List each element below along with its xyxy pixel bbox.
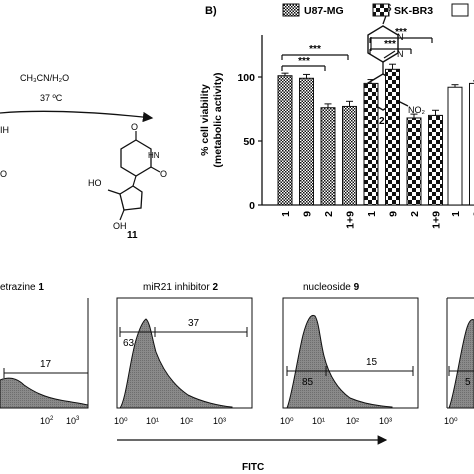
compound-2-label: 2 [379, 116, 385, 127]
x-tick-label-1: 1 [450, 211, 462, 217]
bar-group3-1 [447, 86, 463, 206]
histogram-1 [0, 377, 89, 409]
chart-legend: U87-MG SK-BR3 [282, 3, 469, 17]
o-fragment: O [0, 169, 7, 179]
tick-label-3c: 10² [346, 416, 359, 426]
flow-title-1: etrazine 1 [0, 282, 44, 293]
legend-swatch-skbr3 [372, 3, 390, 17]
y-tick-label-50: 50 [243, 136, 255, 148]
histogram-4 [448, 319, 474, 409]
carbonyl-o-bottom: O [160, 169, 167, 179]
y-axis-label-line2: (metabolic activity) [212, 72, 224, 167]
sig-u87-lower: *** [298, 56, 310, 67]
bar-u87-mg-2 [320, 107, 336, 206]
tick-label-1a: 102 [40, 416, 54, 426]
gate-value-1: 17 [40, 359, 52, 370]
fitc-axis-label: FITC [242, 462, 264, 473]
flow-panel-4: 5 10⁰ [444, 297, 474, 426]
x-tick-label-9: 9 [302, 211, 314, 217]
x-tick-label-2: 2 [409, 211, 421, 217]
hydroxyl-3prime: OH [113, 221, 127, 231]
legend-label-skbr3: SK-BR3 [394, 5, 433, 17]
x-tick-label-9: 9 [472, 211, 474, 217]
carbonyl-o-top: O [131, 122, 138, 132]
tick-label-2a: 10⁰ [114, 416, 128, 426]
nh-fragment: IH [0, 125, 9, 135]
gate-value-3b: 15 [366, 357, 378, 368]
legend-swatch-u87 [282, 3, 300, 17]
bar-u87-mg-1 [277, 75, 293, 206]
reaction-scheme: S N N NO₂ 2 CH₃CN/H₂O 37 ºC IH O O HN [0, 3, 426, 241]
flow-cytometry-row: etrazine 1 17 102 103 miR21 inhibitor 2 … [0, 282, 474, 473]
viability-bar-chart: B) % cell viability (metabolic activity)… [199, 3, 474, 229]
x-tick-label-1: 1 [280, 211, 292, 217]
bar-sk-br3-2 [406, 117, 422, 206]
bar-u87-mg-1+9 [342, 105, 357, 206]
significance-markers: *** *** *** *** [281, 27, 433, 71]
nitrogen-atom-2: N [397, 49, 404, 59]
bar-u87-mg-9 [299, 77, 314, 206]
flow-panel-nucleoside-9: nucleoside 9 85 15 10⁰ 10¹ 10² 10³ [280, 282, 419, 426]
y-axis-label-line1: % cell viability [199, 84, 211, 156]
bar-sk-br3-1+9 [428, 114, 443, 206]
nitro-group-label: NO₂ [408, 105, 426, 115]
x-tick-label-1+9: 1+9 [431, 211, 443, 229]
nitrogen-atom-1: N [397, 32, 404, 42]
histogram-3 [286, 314, 393, 409]
tick-label-4a: 10⁰ [444, 416, 458, 426]
x-tick-label-1+9: 1+9 [345, 211, 357, 229]
flow-panel-mir21-inhibitor-2: miR21 inhibitor 2 63 37 10⁰ 10¹ 10² 10³ [114, 282, 253, 426]
tick-label-3a: 10⁰ [280, 416, 294, 426]
tick-label-2d: 10³ [213, 416, 226, 426]
x-tick-label-2: 2 [323, 211, 335, 217]
legend-label-u87: U87-MG [304, 5, 344, 17]
uracil-nh: HN [148, 151, 160, 160]
bar-sk-br3-9 [385, 68, 400, 206]
reagent-label: CH₃CN/H₂O [20, 73, 69, 83]
flow-title-3: nucleoside 9 [303, 282, 360, 293]
compound-11-label: 11 [127, 230, 138, 241]
tick-label-2c: 10² [180, 416, 193, 426]
x-tick-label-9: 9 [388, 211, 400, 217]
y-tick-label-0: 0 [249, 200, 255, 212]
bar-group3-9 [469, 82, 474, 206]
histogram-2 [119, 318, 233, 409]
bar-sk-br3-1 [363, 82, 379, 206]
flow-title-2: miR21 inhibitor 2 [143, 282, 218, 293]
tick-label-3b: 10¹ [312, 416, 325, 426]
gate-value-2a: 63 [123, 338, 135, 349]
sig-skbr3-lower: *** [384, 39, 396, 50]
sig-u87-upper: *** [309, 44, 321, 55]
tick-label-1b: 103 [66, 416, 80, 426]
gate-value-3a: 85 [302, 377, 314, 388]
compound-11-structure: O HN O HO OH 11 [88, 122, 167, 241]
flow-panel-tetrazine-1: etrazine 1 17 102 103 [0, 282, 89, 426]
gate-value-2b: 37 [188, 318, 200, 329]
legend-swatch-partial [451, 3, 469, 17]
panel-b-label: B) [205, 5, 217, 17]
tick-label-3d: 10³ [379, 416, 392, 426]
x-tick-label-1: 1 [366, 211, 378, 217]
sig-skbr3-upper: *** [395, 27, 407, 38]
temperature-label: 37 ºC [40, 93, 63, 103]
hydroxyl-5prime: HO [88, 178, 102, 188]
tick-label-2b: 10¹ [146, 416, 159, 426]
reaction-arrow [0, 110, 154, 123]
gate-value-4: 5 [465, 377, 471, 388]
y-tick-label-100: 100 [237, 72, 255, 84]
